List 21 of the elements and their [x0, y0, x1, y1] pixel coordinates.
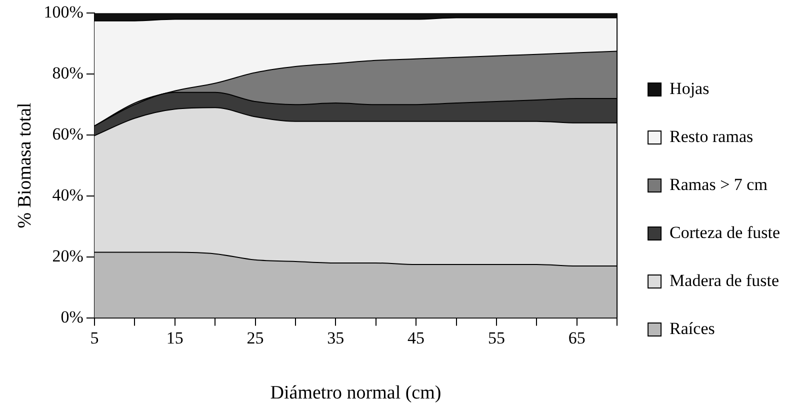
x-tick-label: 55: [488, 328, 505, 348]
x-tick-label: 15: [166, 328, 184, 348]
y-tick-label: 0%: [60, 307, 84, 326]
legend-label: Raíces: [670, 318, 715, 338]
y-axis-title: % Biomasa total: [14, 102, 36, 228]
legend-label: Madera de fuste: [670, 270, 780, 290]
legend-label: Resto ramas: [670, 126, 754, 146]
x-tick-label: 5: [90, 328, 99, 348]
x-tick-label: 65: [568, 328, 586, 348]
x-tick-label: 45: [408, 328, 425, 348]
y-tick-label: 40%: [52, 185, 84, 204]
legend-label: Ramas > 7 cm: [670, 174, 768, 194]
x-tick-label: 25: [246, 328, 264, 348]
y-tick-label: 60%: [52, 124, 84, 144]
x-axis-title: Diámetro normal (cm): [270, 382, 442, 404]
legend-label: Hojas: [670, 78, 710, 98]
y-tick-label: 20%: [52, 246, 84, 266]
legend-label: Corteza de fuste: [670, 222, 780, 242]
y-tick-label: 100%: [44, 2, 84, 22]
x-tick-label: 35: [327, 328, 344, 348]
y-tick-label: 80%: [52, 64, 84, 83]
